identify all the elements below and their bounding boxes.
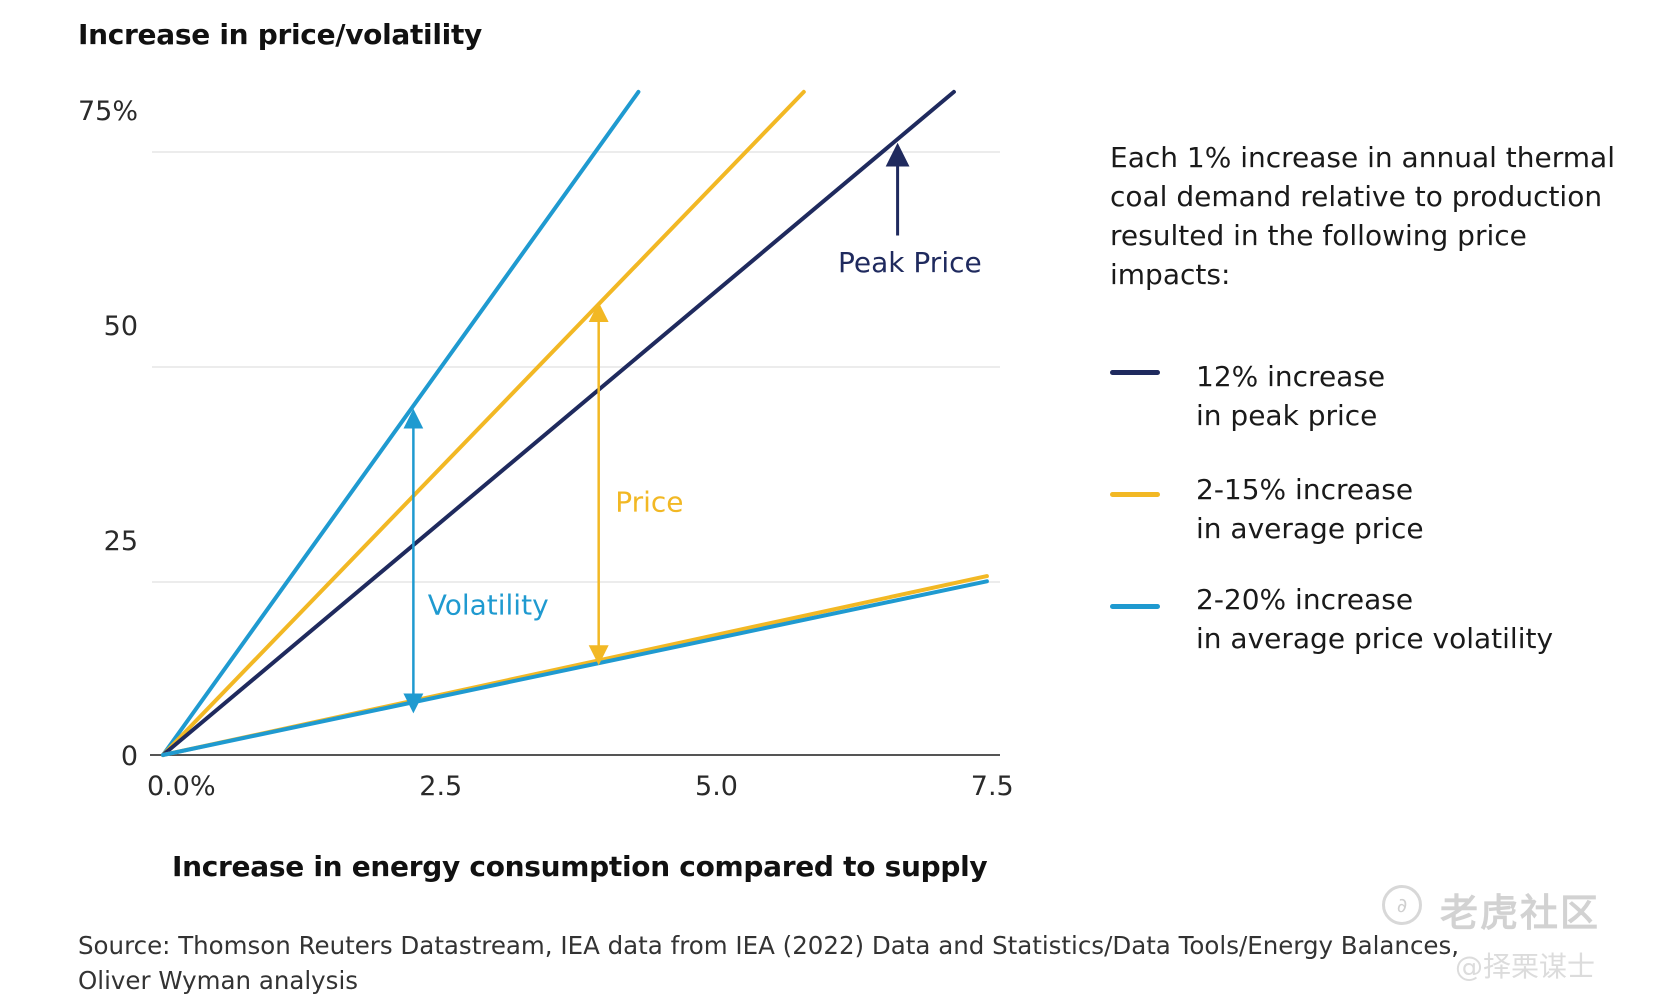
legend-swatch-navy	[1110, 370, 1160, 375]
y-tick-label: 0	[121, 741, 138, 772]
x-tick-label: 2.5	[419, 771, 462, 802]
series-line-volatility-lower	[161, 579, 989, 757]
x-tick-label: 7.5	[971, 771, 1014, 802]
legend-label-line2: in peak price	[1196, 399, 1378, 432]
legend-label: 2-15% increase in average price	[1196, 470, 1424, 548]
legend-label-line1: 2-15% increase	[1196, 473, 1414, 506]
legend-swatch-yellow	[1110, 492, 1160, 497]
annotations: Volatility Price Peak Price	[403, 142, 982, 714]
source-line-1: Source: Thomson Reuters Datastream, IEA …	[78, 931, 1460, 960]
x-axis-title: Increase in energy consumption compared …	[172, 850, 988, 883]
series-lines	[161, 89, 989, 757]
price-label: Price	[615, 485, 683, 518]
y-tick-label: 25	[104, 526, 138, 557]
y-tick-label: 75%	[78, 96, 138, 127]
series-line-average-price-upper	[161, 89, 806, 757]
chart-title: Increase in price/volatility	[78, 18, 482, 51]
series-line-peak-price	[161, 89, 956, 757]
legend-swatch-blue	[1110, 604, 1160, 609]
y-tick-labels: 0 25 50 75%	[78, 96, 138, 772]
volatility-label: Volatility	[428, 589, 549, 622]
legend-label: 2-20% increase in average price volatili…	[1196, 580, 1553, 658]
legend-label-line2: in average price	[1196, 512, 1424, 545]
x-tick-label: 0.0%	[147, 771, 216, 802]
legend-intro-text: Each 1% increase in annual thermal coal …	[1110, 141, 1615, 291]
source-line-2: Oliver Wyman analysis	[78, 966, 359, 995]
series-line-volatility-upper	[161, 89, 641, 757]
legend-label-line1: 2-20% increase	[1196, 583, 1414, 616]
legend-label: 12% increase in peak price	[1196, 357, 1385, 435]
gridlines	[152, 151, 1000, 583]
source-note: Source: Thomson Reuters Datastream, IEA …	[78, 928, 1459, 998]
x-tick-label: 5.0	[695, 771, 738, 802]
watermark-author: @择栗谋士	[1455, 950, 1596, 983]
watermark-text: 老虎社区	[1440, 891, 1601, 935]
legend-label-line1: 12% increase	[1196, 360, 1386, 393]
y-tick-label: 50	[104, 311, 138, 342]
legend-label-line2: in average price volatility	[1196, 622, 1554, 655]
tiger-community-logo-icon: ∂	[1382, 885, 1422, 925]
peak-price-label: Peak Price	[838, 246, 982, 279]
x-tick-labels: 0.0% 2.5 5.0 7.5	[147, 771, 1014, 802]
